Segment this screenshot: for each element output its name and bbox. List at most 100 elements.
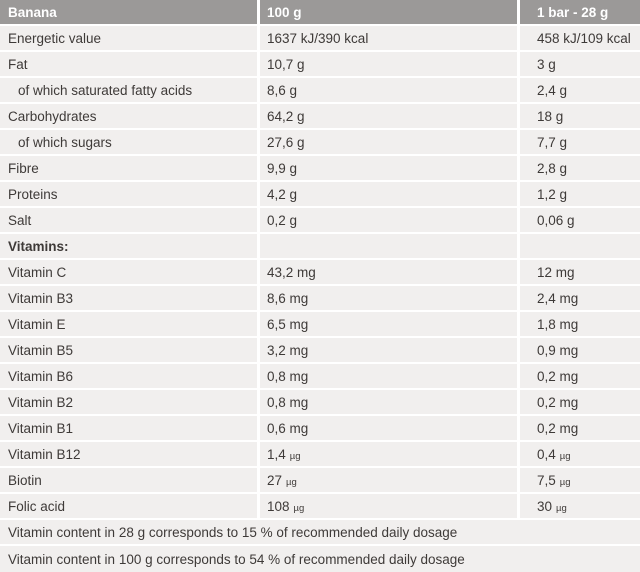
- table-row-vitamin-b12: Vitamin B12 1,4 µg 0,4 µg: [0, 442, 640, 466]
- cell-bar: 0,9 mg: [520, 338, 640, 362]
- cell-bar: 30 µg: [520, 494, 640, 518]
- cell-unit: µg: [559, 476, 571, 488]
- cell-bar: 18 g: [520, 104, 640, 128]
- row-label: Vitamin B3: [0, 286, 257, 310]
- table-row-vitamin-b6: Vitamin B6 0,8 mg 0,2 mg: [0, 364, 640, 388]
- header-cell-100g: 100 g: [260, 0, 517, 24]
- cell-value: 0,6 mg: [267, 420, 309, 436]
- cell-value: 1637 kJ/390 kcal: [267, 30, 369, 46]
- cell-bar: 458 kJ/109 kcal: [520, 26, 640, 50]
- table-header-row: Banana 100 g 1 bar - 28 g: [0, 0, 640, 24]
- cell-unit: µg: [286, 476, 297, 488]
- cell-100g: 1637 kJ/390 kcal: [260, 26, 517, 50]
- row-label: Biotin: [0, 468, 257, 492]
- cell-100g: 3,2 mg: [260, 338, 517, 362]
- cell-value: 108: [267, 498, 290, 514]
- cell-bar: 7,7 g: [520, 130, 640, 154]
- cell-100g: 0,6 mg: [260, 416, 517, 440]
- cell-value: 30: [537, 498, 553, 514]
- cell-unit: µg: [559, 450, 571, 462]
- cell-value: 0,8 mg: [267, 368, 309, 384]
- table-row-vitamin-e: Vitamin E 6,5 mg 1,8 mg: [0, 312, 640, 336]
- cell-100g: 4,2 g: [260, 182, 517, 206]
- footnote-row-100g: Vitamin content in 100 g corresponds to …: [0, 546, 640, 572]
- cell-bar: 0,06 g: [520, 208, 640, 232]
- row-label: Salt: [0, 208, 257, 232]
- cell-100g: 27 µg: [260, 468, 517, 492]
- cell-100g: 6,5 mg: [260, 312, 517, 336]
- cell-value: 0,8 mg: [267, 394, 309, 410]
- cell-100g: 0,8 mg: [260, 364, 517, 388]
- section-label: Vitamins:: [0, 234, 257, 258]
- table-row-fat: Fat 10,7 g 3 g: [0, 52, 640, 76]
- cell-100g: 108 µg: [260, 494, 517, 518]
- cell-value: 12 mg: [537, 264, 575, 280]
- row-label: Carbohydrates: [0, 104, 257, 128]
- cell-value: 0,4: [537, 446, 556, 462]
- table-row-saturated-fat: of which saturated fatty acids 8,6 g 2,4…: [0, 78, 640, 102]
- table-row-carbohydrates: Carbohydrates 64,2 g 18 g: [0, 104, 640, 128]
- cell-value: 6,5 mg: [267, 316, 309, 332]
- table-row-vitamin-b2: Vitamin B2 0,8 mg 0,2 mg: [0, 390, 640, 414]
- cell-100g: 1,4 µg: [260, 442, 517, 466]
- cell-bar: 3 g: [520, 52, 640, 76]
- table-row-vitamin-b5: Vitamin B5 3,2 mg 0,9 mg: [0, 338, 640, 362]
- row-label: of which sugars: [0, 130, 257, 154]
- row-label: Fibre: [0, 156, 257, 180]
- cell-bar: [520, 234, 640, 258]
- row-label: Fat: [0, 52, 257, 76]
- row-label: Vitamin B12: [0, 442, 257, 466]
- row-label: Folic acid: [0, 494, 257, 518]
- cell-unit: µg: [556, 502, 567, 514]
- cell-value: 1,4: [267, 446, 286, 462]
- table-row-salt: Salt 0,2 g 0,06 g: [0, 208, 640, 232]
- cell-value: 8,6 g: [267, 82, 298, 98]
- table-row-vitamin-b1: Vitamin B1 0,6 mg 0,2 mg: [0, 416, 640, 440]
- cell-bar: 1,2 g: [520, 182, 640, 206]
- cell-100g: 27,6 g: [260, 130, 517, 154]
- cell-100g: 8,6 mg: [260, 286, 517, 310]
- cell-value: 2,4 g: [537, 82, 568, 98]
- cell-value: 8,6 mg: [267, 290, 309, 306]
- cell-value: 9,9 g: [267, 160, 298, 176]
- cell-value: 1,8 mg: [537, 316, 579, 332]
- table-row-proteins: Proteins 4,2 g 1,2 g: [0, 182, 640, 206]
- cell-bar: 0,2 mg: [520, 416, 640, 440]
- footnote-text: Vitamin content in 28 g corresponds to 1…: [0, 520, 640, 544]
- cell-100g: 9,9 g: [260, 156, 517, 180]
- cell-value: 3,2 mg: [267, 342, 309, 358]
- cell-bar: 7,5 µg: [520, 468, 640, 492]
- cell-bar: 2,4 g: [520, 78, 640, 102]
- cell-bar: 0,2 mg: [520, 364, 640, 388]
- cell-bar: 1,8 mg: [520, 312, 640, 336]
- cell-value: 0,2 mg: [537, 420, 579, 436]
- cell-value: 10,7 g: [267, 56, 305, 72]
- cell-100g: 64,2 g: [260, 104, 517, 128]
- row-label: Vitamin B1: [0, 416, 257, 440]
- cell-value: 64,2 g: [267, 108, 305, 124]
- table-row-folic-acid: Folic acid 108 µg 30 µg: [0, 494, 640, 518]
- cell-value: 458 kJ/109 kcal: [537, 30, 631, 46]
- cell-value: 0,06 g: [537, 212, 575, 228]
- cell-value: 2,4 mg: [537, 290, 579, 306]
- table-row-vitamin-c: Vitamin C 43,2 mg 12 mg: [0, 260, 640, 284]
- cell-unit: µg: [289, 450, 301, 462]
- header-cell-bar: 1 bar - 28 g: [520, 0, 640, 24]
- row-label: Vitamin B5: [0, 338, 257, 362]
- cell-value: 2,8 g: [537, 160, 568, 176]
- cell-value: 0,2 mg: [537, 368, 579, 384]
- cell-value: 27,6 g: [267, 134, 305, 150]
- cell-value: 0,9 mg: [537, 342, 579, 358]
- cell-100g: 0,8 mg: [260, 390, 517, 414]
- cell-value: 0,2 g: [267, 212, 298, 228]
- row-label: of which saturated fatty acids: [0, 78, 257, 102]
- cell-value: 1,2 g: [537, 186, 568, 202]
- row-label: Energetic value: [0, 26, 257, 50]
- cell-100g: [260, 234, 517, 258]
- cell-value: 7,7 g: [537, 134, 568, 150]
- cell-value: 3 g: [537, 56, 556, 72]
- footnote-text: Vitamin content in 100 g corresponds to …: [0, 546, 640, 572]
- cell-value: 7,5: [537, 472, 556, 488]
- cell-value: 0,2 mg: [537, 394, 579, 410]
